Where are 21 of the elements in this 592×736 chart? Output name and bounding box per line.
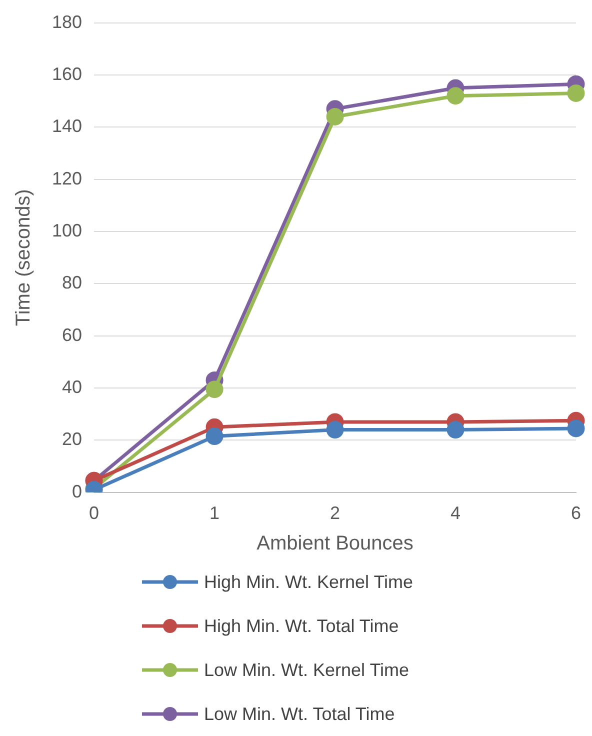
x-tick-label: 0 [89,503,100,524]
x-tick-label: 6 [570,503,582,524]
y-tick-label: 140 [52,116,82,136]
legend-label: Low Min. Wt. Total Time [204,704,395,724]
y-tick-label: 60 [62,324,82,345]
y-tick-label: 160 [52,64,82,84]
legend-label: Low Min. Wt. Kernel Time [204,660,410,680]
x-tick-label: 4 [450,503,461,524]
y-tick-label: 0 [72,481,82,502]
y-tick-label: 40 [62,377,82,398]
legend-label: High Min. Wt. Total Time [204,616,399,636]
y-tick-label: 20 [62,429,82,450]
y-tick-label: 180 [52,12,82,32]
y-axis-title: Time (seconds) [12,189,35,326]
x-axis-title: Ambient Bounces [256,532,414,555]
y-tick-label: 80 [62,272,82,293]
x-tick-label: 1 [210,503,220,524]
y-tick-label: 100 [52,220,82,240]
legend-label: High Min. Wt. Kernel Time [204,572,414,592]
y-tick-label: 120 [52,168,82,188]
x-tick-label: 2 [330,503,340,524]
